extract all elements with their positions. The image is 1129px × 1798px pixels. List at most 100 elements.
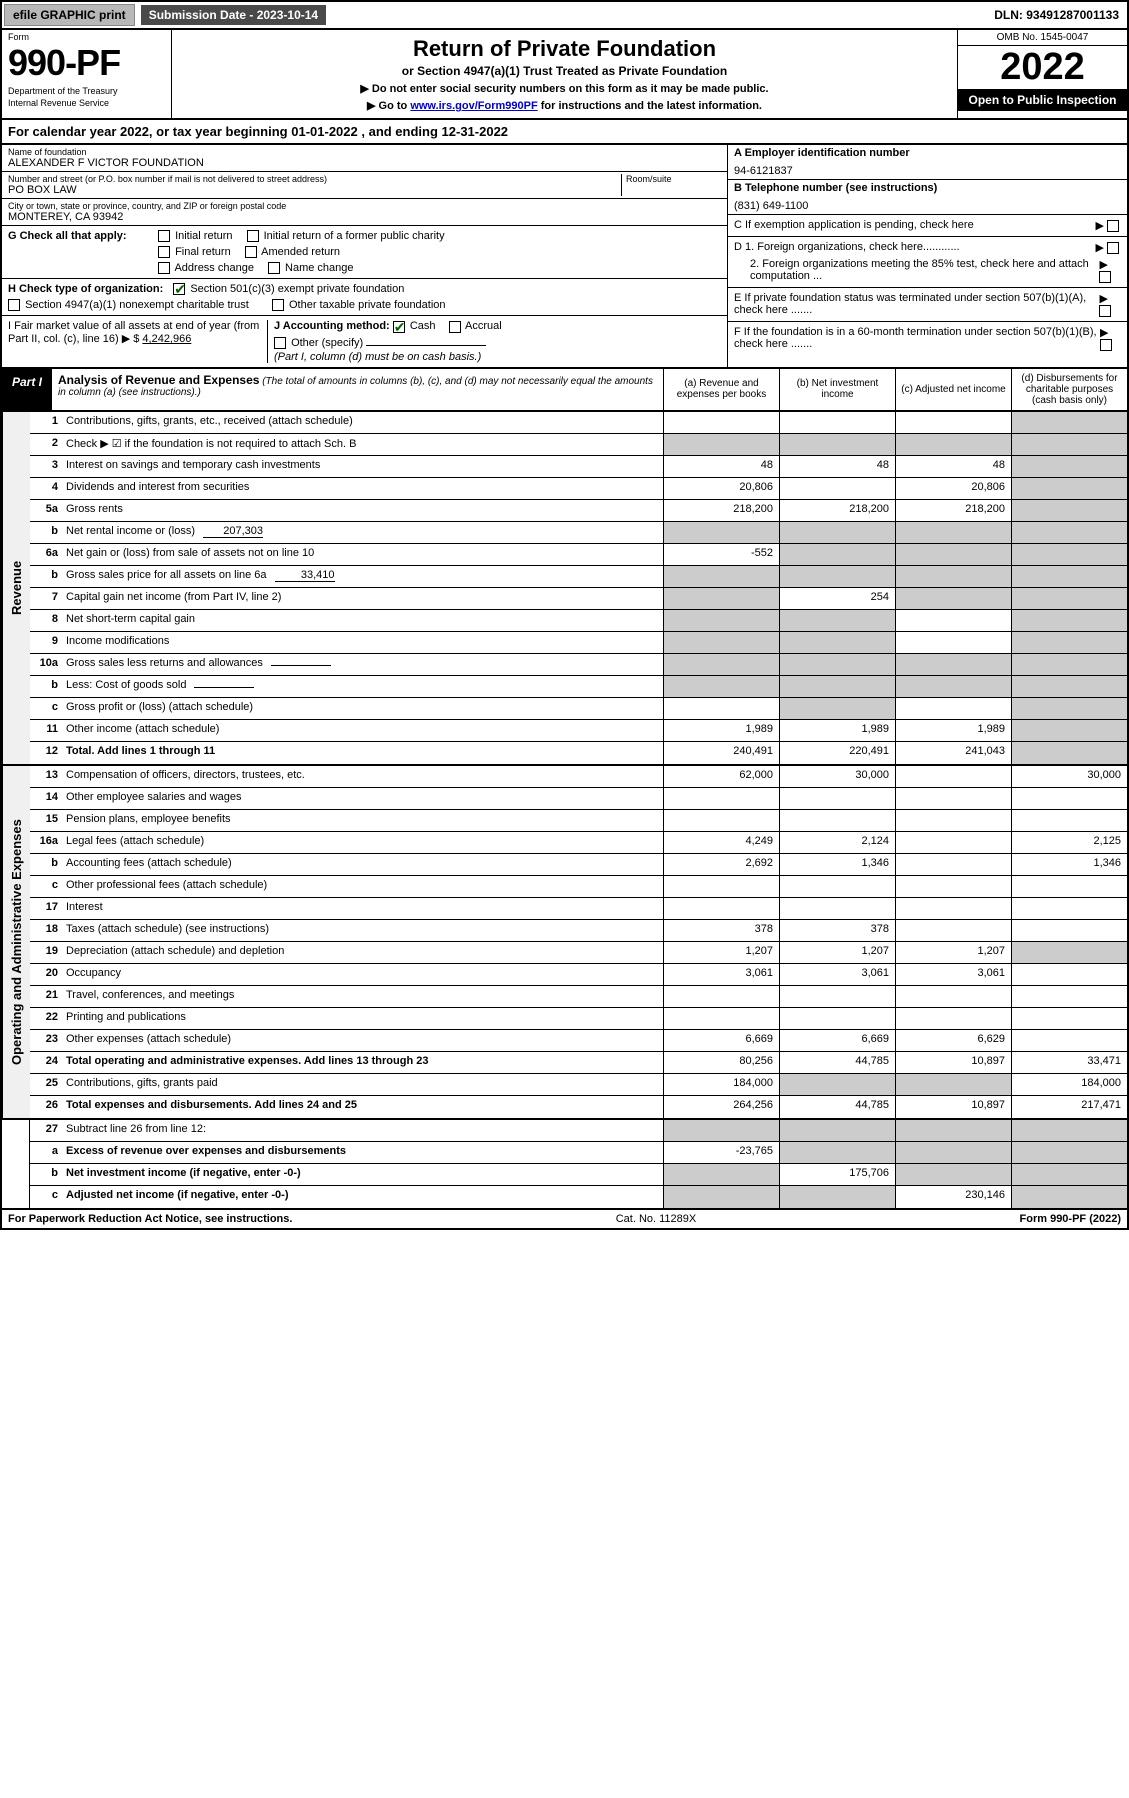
checkbox-4947a1[interactable]: [8, 299, 20, 311]
address-cell: Number and street (or P.O. box number if…: [2, 172, 727, 199]
cell-a: -23,765: [663, 1142, 779, 1163]
d1-label: D 1. Foreign organizations, check here..…: [734, 241, 960, 254]
row-number: 13: [30, 766, 62, 787]
row-label: Net gain or (loss) from sale of assets n…: [62, 544, 663, 565]
cell-a: [663, 676, 779, 697]
cell-d: [1011, 1186, 1127, 1208]
footer-form: Form 990-PF (2022): [1020, 1213, 1121, 1225]
section-d: D 1. Foreign organizations, check here..…: [728, 237, 1127, 288]
cell-b: [779, 544, 895, 565]
table-row: bGross sales price for all assets on lin…: [30, 566, 1127, 588]
irs-link[interactable]: www.irs.gov/Form990PF: [410, 100, 537, 112]
cell-d: 2,125: [1011, 832, 1127, 853]
tax-year: 2022: [958, 46, 1127, 89]
row-label: Other expenses (attach schedule): [62, 1030, 663, 1051]
section-e: E If private foundation status was termi…: [728, 288, 1127, 322]
cell-d: [1011, 920, 1127, 941]
checkbox-f[interactable]: [1100, 339, 1112, 351]
cell-c: 3,061: [895, 964, 1011, 985]
checkbox-amended-return[interactable]: [245, 246, 257, 258]
cell-a: 218,200: [663, 500, 779, 521]
table-row: 9Income modifications: [30, 632, 1127, 654]
table-row: 22Printing and publications: [30, 1008, 1127, 1030]
checkbox-d2[interactable]: [1099, 271, 1111, 283]
cell-c: 20,806: [895, 478, 1011, 499]
row-number: 10a: [30, 654, 62, 675]
part1-header: Part I Analysis of Revenue and Expenses …: [0, 369, 1129, 412]
row-label: Check ▶ ☑ if the foundation is not requi…: [62, 434, 663, 455]
inline-value: [194, 687, 254, 688]
inline-value: 33,410: [275, 569, 335, 582]
checkbox-accrual[interactable]: [449, 321, 461, 333]
room-label: Room/suite: [626, 174, 721, 184]
cell-a: [663, 1008, 779, 1029]
table-row: 10aGross sales less returns and allowanc…: [30, 654, 1127, 676]
dln-number: DLN: 93491287001133: [994, 8, 1125, 22]
row-label: Total. Add lines 1 through 11: [62, 742, 663, 764]
cell-c: 241,043: [895, 742, 1011, 764]
cell-b: [779, 876, 895, 897]
row-label: Net rental income or (loss)207,303: [62, 522, 663, 543]
row-label: Dividends and interest from securities: [62, 478, 663, 499]
cal-begin: 01-01-2022: [291, 124, 358, 139]
cell-b: [779, 1008, 895, 1029]
cell-b: 378: [779, 920, 895, 941]
checkbox-d1[interactable]: [1107, 242, 1119, 254]
expenses-side-label: Operating and Administrative Expenses: [2, 766, 30, 1118]
cell-a: [663, 698, 779, 719]
section-c: C If exemption application is pending, c…: [728, 215, 1127, 237]
cell-c: [895, 676, 1011, 697]
cell-a: 1,989: [663, 720, 779, 741]
cell-d: [1011, 742, 1127, 764]
checkbox-initial-former[interactable]: [247, 230, 259, 242]
checkbox-other-method[interactable]: [274, 337, 286, 349]
efile-print-button[interactable]: efile GRAPHIC print: [4, 4, 135, 26]
cell-b: 1,207: [779, 942, 895, 963]
ein-label: A Employer identification number: [734, 147, 1121, 159]
city-cell: City or town, state or province, country…: [2, 199, 727, 226]
checkbox-address-change[interactable]: [158, 262, 170, 274]
cell-a: [663, 898, 779, 919]
cell-d: [1011, 810, 1127, 831]
table-row: bAccounting fees (attach schedule)2,6921…: [30, 854, 1127, 876]
table-row: 8Net short-term capital gain: [30, 610, 1127, 632]
checkbox-c[interactable]: [1107, 220, 1119, 232]
cell-d: [1011, 654, 1127, 675]
e-label: E If private foundation status was termi…: [734, 292, 1099, 316]
checkbox-cash[interactable]: [393, 321, 405, 333]
section-j: J Accounting method: Cash Accrual Other …: [268, 320, 721, 362]
checkbox-name-change[interactable]: [268, 262, 280, 274]
form-note-ssn: ▶ Do not enter social security numbers o…: [178, 82, 951, 95]
cell-c: [895, 1008, 1011, 1029]
cell-a: [663, 788, 779, 809]
checkbox-final-return[interactable]: [158, 246, 170, 258]
cell-d: [1011, 478, 1127, 499]
cell-c: [895, 876, 1011, 897]
expense-rows: 13Compensation of officers, directors, t…: [30, 766, 1127, 1118]
table-row: 23Other expenses (attach schedule)6,6696…: [30, 1030, 1127, 1052]
cell-d: [1011, 1120, 1127, 1141]
cell-b: [779, 1120, 895, 1141]
ein-value: 94-6121837: [734, 165, 1121, 177]
j-other: Other (specify): [291, 337, 363, 349]
table-row: 11Other income (attach schedule)1,9891,9…: [30, 720, 1127, 742]
cell-c: 230,146: [895, 1186, 1011, 1208]
omb-number: OMB No. 1545-0047: [958, 30, 1127, 46]
row-label: Occupancy: [62, 964, 663, 985]
table-row: 4Dividends and interest from securities 2…: [30, 478, 1127, 500]
cell-a: 3,061: [663, 964, 779, 985]
row-number: 4: [30, 478, 62, 499]
checkbox-501c3[interactable]: [173, 283, 185, 295]
form-title: Return of Private Foundation: [178, 36, 951, 62]
table-row: 3Interest on savings and temporary cash …: [30, 456, 1127, 478]
cell-a: [663, 1164, 779, 1185]
checkbox-initial-return[interactable]: [158, 230, 170, 242]
cell-c: 1,989: [895, 720, 1011, 741]
checkbox-e[interactable]: [1099, 305, 1111, 317]
row-number: 1: [30, 412, 62, 433]
checkbox-other-taxable[interactable]: [272, 299, 284, 311]
city-label: City or town, state or province, country…: [8, 201, 721, 211]
cell-c: [895, 544, 1011, 565]
row-number: 27: [30, 1120, 62, 1141]
row-number: 14: [30, 788, 62, 809]
